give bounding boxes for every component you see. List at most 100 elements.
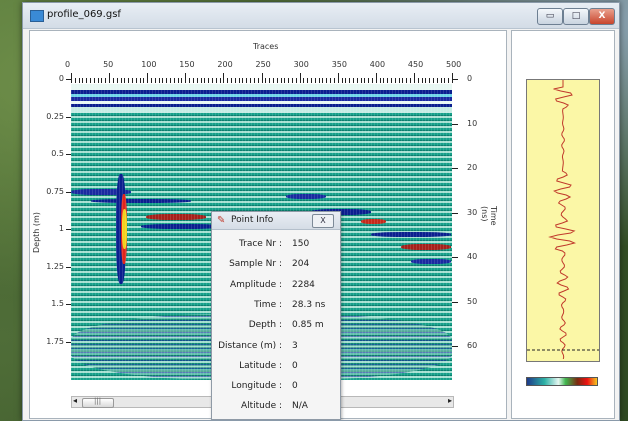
depth-tick-mark [66, 79, 71, 80]
x-minor-tick [265, 78, 267, 83]
x-minor-tick [307, 78, 309, 83]
x-minor-tick [288, 78, 290, 83]
x-minor-tick [356, 78, 358, 83]
x-minor-tick [151, 78, 152, 83]
depth-tick-mark [66, 229, 71, 230]
x-minor-tick [78, 78, 80, 83]
x-tick-label: 100 [141, 60, 157, 69]
x-minor-tick [173, 78, 175, 83]
x-tick-mark [452, 73, 453, 83]
point-info-row: Altitude : N/A [212, 401, 340, 413]
point-info-titlebar[interactable]: ✎ Point Info X [212, 212, 340, 230]
x-minor-tick [291, 78, 293, 83]
window-title: profile_069.gsf [47, 9, 121, 20]
time-tick-mark [452, 212, 458, 214]
x-minor-tick [204, 78, 206, 83]
point-info-label: Altitude : [240, 401, 282, 412]
x-minor-tick [436, 78, 438, 83]
x-minor-tick [417, 78, 419, 83]
x-minor-tick [139, 78, 141, 83]
x-minor-tick [219, 78, 221, 83]
trace-panel [511, 30, 615, 419]
x-tick-mark [375, 73, 377, 83]
x-minor-tick [158, 78, 160, 83]
x-minor-tick [330, 78, 332, 83]
point-info-value: N/A [292, 401, 308, 412]
time-tick-label: 60 [467, 341, 478, 350]
x-minor-tick [177, 78, 179, 83]
x-axis-title: Traces [253, 42, 279, 51]
y-right-title: Time (ns) [480, 206, 498, 226]
x-minor-tick [101, 78, 103, 83]
x-minor-tick [352, 78, 354, 83]
x-minor-tick [410, 78, 412, 83]
pin-icon: ✎ [217, 215, 226, 226]
scroll-thumb-grip: ||| [94, 397, 102, 405]
x-minor-tick [394, 78, 396, 83]
x-minor-tick [97, 78, 99, 83]
x-tick-mark [223, 73, 225, 83]
point-info-value: 3 [292, 340, 298, 351]
x-minor-tick [257, 78, 259, 83]
x-minor-tick [341, 78, 343, 83]
x-tick-mark [337, 73, 339, 83]
x-minor-tick [250, 78, 252, 83]
point-info-label: Sample Nr : [229, 259, 282, 270]
depth-tick-label: 1.75 [46, 336, 64, 346]
x-minor-tick [444, 78, 446, 83]
x-minor-tick [105, 78, 107, 83]
x-minor-tick [276, 78, 278, 83]
time-tick-mark [452, 79, 458, 80]
x-minor-tick [246, 78, 248, 83]
time-tick-label: 50 [467, 296, 478, 306]
x-minor-tick [448, 78, 450, 83]
x-minor-tick [311, 78, 313, 83]
trace-waveform-svg [527, 80, 599, 360]
minimize-button[interactable]: ▭ [537, 8, 563, 25]
x-minor-tick [166, 78, 168, 83]
scroll-thumb[interactable]: ||| [82, 397, 114, 408]
depth-tick-mark [66, 191, 71, 193]
depth-tick-label: 1.25 [46, 261, 64, 271]
scroll-left-arrow[interactable]: ◂ [73, 396, 78, 405]
x-minor-tick [406, 78, 408, 83]
x-minor-tick [333, 78, 335, 83]
trace-waveform[interactable] [526, 79, 600, 362]
x-tick-mark [185, 73, 187, 83]
close-button[interactable]: X [589, 8, 615, 25]
x-minor-tick [189, 78, 191, 83]
x-minor-tick [234, 78, 236, 83]
x-minor-tick [272, 78, 274, 83]
x-tick-mark [261, 73, 263, 83]
x-minor-tick [238, 78, 240, 83]
title-bar[interactable]: profile_069.gsf ▭ □ X [23, 3, 619, 29]
x-tick-label: 500 [446, 60, 462, 69]
x-minor-tick [116, 78, 118, 83]
depth-tick-mark [66, 304, 71, 305]
y-left-title: Depth (m) [32, 212, 41, 253]
trace-waveform-line [548, 80, 577, 360]
point-info-title: Point Info [231, 215, 274, 225]
x-tick-mark [147, 73, 149, 83]
x-minor-tick [364, 78, 366, 83]
x-minor-tick [128, 78, 130, 83]
x-minor-tick [231, 78, 233, 83]
x-minor-tick [295, 78, 297, 83]
x-minor-tick [425, 78, 427, 83]
x-minor-tick [215, 78, 217, 83]
point-info-close-button[interactable]: X [312, 214, 334, 228]
x-tick-mark [413, 73, 415, 83]
x-minor-tick [227, 78, 229, 83]
x-minor-tick [120, 78, 122, 83]
x-minor-tick [391, 78, 393, 83]
x-minor-tick [349, 78, 351, 83]
x-minor-tick [269, 78, 271, 83]
point-info-label: Depth : [248, 320, 282, 331]
x-minor-tick [322, 78, 324, 83]
maximize-button[interactable]: □ [563, 8, 589, 25]
x-tick-label: 450 [407, 60, 424, 69]
x-minor-tick [314, 78, 316, 83]
depth-tick-label: 0.75 [46, 186, 64, 196]
point-info-row: Sample Nr : 204 [212, 259, 340, 271]
scroll-right-arrow[interactable]: ▸ [447, 396, 452, 405]
